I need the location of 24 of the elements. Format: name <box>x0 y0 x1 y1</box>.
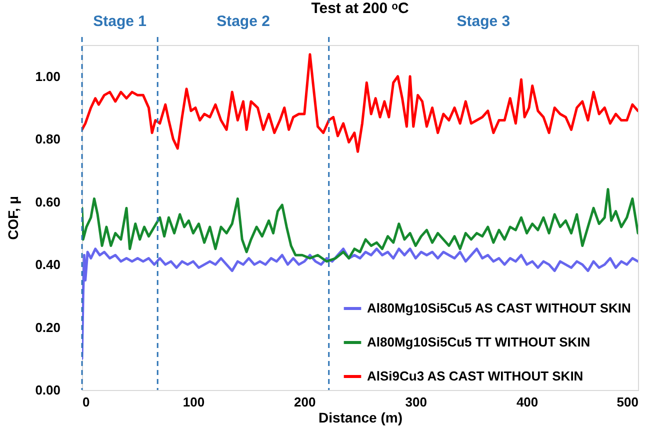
y-tick-label: 0.80 <box>35 132 60 147</box>
x-tick-label: 100 <box>182 394 205 410</box>
line-series <box>82 188 638 263</box>
x-tick-label: 500 <box>616 394 638 410</box>
x-tick-label: 0 <box>82 394 90 410</box>
legend-label: Al80Mg10Si5Cu5 AS CAST WITHOUT SKIN <box>367 300 631 316</box>
y-axis-title: COF, µ <box>5 196 22 240</box>
x-tick-label: 400 <box>516 394 538 410</box>
legend-label: Al80Mg10Si5Cu5 TT WITHOUT SKIN <box>367 334 590 350</box>
legend-label: AlSi9Cu3 AS CAST WITHOUT SKIN <box>367 368 584 384</box>
y-tick-label: 0.60 <box>35 194 60 210</box>
line-series <box>82 53 638 153</box>
x-tick-label: 200 <box>294 394 316 410</box>
y-tick-label: 0.00 <box>35 382 60 398</box>
y-tick-label: 0.40 <box>35 257 60 272</box>
x-tick-label: 300 <box>405 394 427 410</box>
line-series <box>82 248 638 360</box>
y-tick-label: 0.20 <box>35 320 60 335</box>
text: Stage 3 <box>456 13 510 30</box>
x-axis-title: Distance (m) <box>318 410 403 426</box>
text: Stage 2 <box>216 13 270 30</box>
text: Stage 1 <box>93 13 146 30</box>
y-tick-label: 1.00 <box>35 68 60 84</box>
chart-title: Test at 200 ᵒC <box>311 0 409 17</box>
